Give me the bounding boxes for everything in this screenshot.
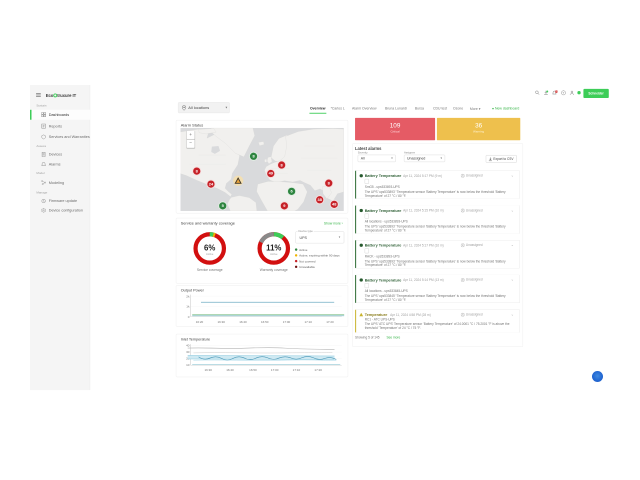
svg-text:17:20: 17:20 bbox=[314, 368, 322, 372]
svg-text:16:40: 16:40 bbox=[226, 368, 234, 372]
svg-text:16:30: 16:30 bbox=[217, 320, 225, 324]
svg-text:?: ? bbox=[563, 91, 565, 95]
svg-text:25: 25 bbox=[555, 91, 557, 93]
svg-text:17:10: 17:10 bbox=[304, 320, 312, 324]
svg-text:11%: 11% bbox=[266, 244, 281, 253]
svg-text:17:00: 17:00 bbox=[283, 320, 291, 324]
svg-text:10: 10 bbox=[186, 363, 190, 367]
svg-text:16:30: 16:30 bbox=[204, 368, 212, 372]
svg-text:2k: 2k bbox=[186, 294, 190, 298]
svg-text:6%: 6% bbox=[204, 244, 215, 253]
svg-text:0: 0 bbox=[188, 315, 190, 319]
svg-text:1k: 1k bbox=[186, 305, 190, 309]
svg-text:17:00: 17:00 bbox=[271, 368, 279, 372]
svg-text:Active: Active bbox=[206, 252, 214, 256]
svg-text:17:10: 17:10 bbox=[293, 368, 301, 372]
svg-text:16:40: 16:40 bbox=[239, 320, 247, 324]
svg-text:16:20: 16:20 bbox=[196, 320, 204, 324]
svg-text:40: 40 bbox=[186, 344, 190, 348]
svg-text:16:50: 16:50 bbox=[261, 320, 269, 324]
svg-text:30: 30 bbox=[186, 350, 190, 354]
svg-text:Active: Active bbox=[270, 252, 278, 256]
svg-text:16:50: 16:50 bbox=[249, 368, 257, 372]
svg-text:17:20: 17:20 bbox=[326, 320, 334, 324]
